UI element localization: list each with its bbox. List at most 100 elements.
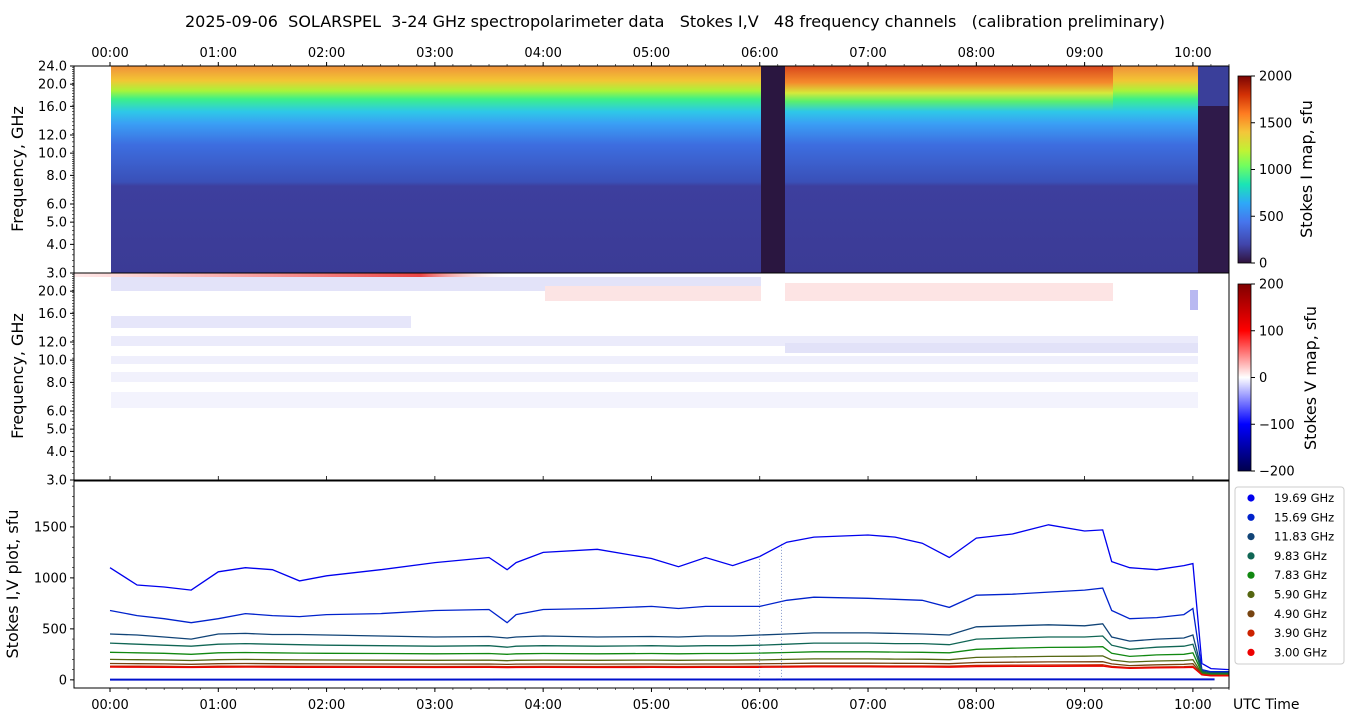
- series-line-15-69GHz: [109, 587, 1229, 673]
- legend-label: 7.83 GHz: [1274, 568, 1327, 582]
- top-x-tick-label: 08:00: [958, 46, 995, 61]
- stokes-v-blue-band-7: [111, 392, 1198, 408]
- top-x-tick-label: 04:00: [524, 46, 561, 61]
- stokes-v-colorbar-label: Stokes V map, sfu: [1301, 306, 1320, 450]
- bottom-x-tick-label: 07:00: [849, 698, 886, 713]
- legend-label: 15.69 GHz: [1274, 510, 1334, 524]
- bottom-x-tick-label: 05:00: [633, 698, 670, 713]
- bottom-x-tick-label: 06:00: [741, 698, 778, 713]
- stokes-v-colorbar-tick-label: 200: [1259, 278, 1284, 293]
- stokes-iv-x-ticks: 00:00 01:00 02:00 03:00 04:00 05:00 06:00 07:00…: [91, 688, 1230, 713]
- bottom-x-tick-label: 08:00: [958, 698, 995, 713]
- stokes-v-y-tick-label: 3.0: [46, 474, 67, 489]
- stokes-i-top-x-ticks: 00:00 01:00 02:00 03:00 04:00 05:00 06:00 07:00…: [91, 46, 1230, 66]
- legend-marker: [1247, 610, 1255, 618]
- stokes-v-colorbar-tick-label: 0: [1259, 371, 1267, 386]
- stokes-i-heatmap-block-1: [111, 66, 761, 273]
- stokes-i-colorbar-tick-label: 1000: [1259, 163, 1292, 178]
- stokes-i-y-tick-label: 10.0: [38, 147, 67, 162]
- legend-marker: [1247, 590, 1255, 599]
- chart-title: 2025-09-06 SOLARSPEL 3-24 GHz spectropol…: [185, 12, 1165, 31]
- legend-marker: [1247, 571, 1255, 579]
- bottom-x-tick-label: 10:00: [1174, 698, 1211, 713]
- series-line-3-00GHz: [109, 665, 1229, 677]
- stokes-v-y-tick-label: 20.0: [38, 285, 67, 300]
- bottom-x-tick-label: 04:00: [524, 698, 561, 713]
- stokes-i-heatmap-block-3: [1113, 66, 1198, 273]
- stokes-v-y-tick-label: 8.0: [46, 376, 67, 391]
- series-line-11-83GHz: [109, 623, 1229, 674]
- stokes-i-data-gap: [761, 66, 785, 273]
- stokes-i-colorbar-tick-label: 1500: [1259, 116, 1292, 131]
- stokes-i-colorbar-ticks: 0 500 1000 1500 2000: [1251, 70, 1292, 272]
- stokes-iv-y-tick-label: 500: [42, 622, 67, 637]
- stokes-v-panel: 3.0 4.0 5.0 6.0 8.0 10.0 12.0 16.0 20.0 Frequenc…: [8, 272, 1320, 489]
- stokes-i-y-ticks: 3.0 4.0 5.0 6.0 8.0 10.0 12.0 16.0 20.0 24.0: [38, 60, 74, 282]
- stokes-v-red-band-2: [785, 283, 1113, 301]
- stokes-i-y-tick-label: 12.0: [38, 129, 67, 144]
- legend-box: [1234, 486, 1345, 665]
- bottom-x-tick-label: 01:00: [200, 698, 237, 713]
- legend-marker: [1247, 494, 1255, 502]
- stokes-i-y-axis-label: Frequency, GHz: [8, 106, 27, 232]
- stokes-iv-x-axis-label: UTC Time: [1233, 697, 1299, 713]
- stokes-i-heatmap-block-2: [785, 66, 1113, 273]
- stokes-v-y-axis-label: Frequency, GHz: [8, 313, 27, 439]
- bottom-x-tick-label: 03:00: [416, 698, 453, 713]
- stokes-v-y-tick-label: 16.0: [38, 307, 67, 322]
- stokes-iv-y-tick-label: 1000: [34, 571, 67, 586]
- stokes-v-blue-band-3: [111, 336, 1198, 346]
- stokes-i-y-tick-label: 8.0: [46, 169, 67, 184]
- stokes-iv-y-ticks: 0 500 1000 1500: [34, 485, 74, 688]
- top-x-tick-label: 07:00: [849, 46, 886, 61]
- top-x-tick-label: 10:00: [1174, 46, 1211, 61]
- top-x-tick-label: 03:00: [416, 46, 453, 61]
- series-line-9-83GHz: [109, 635, 1229, 675]
- stokes-iv-series-group: [109, 524, 1230, 681]
- legend-label: 5.90 GHz: [1274, 588, 1327, 602]
- legend-label: 3.00 GHz: [1274, 645, 1327, 659]
- stokes-v-top-red-band: [74, 273, 1229, 277]
- series-line-5-90GHz: [109, 655, 1229, 676]
- stokes-v-x-ticks: [109, 476, 1194, 480]
- top-x-tick-label: 01:00: [200, 46, 237, 61]
- legend-marker: [1247, 552, 1255, 560]
- stokes-i-y-tick-label: 4.0: [46, 238, 67, 253]
- stokes-i-colorbar-tick-label: 0: [1259, 257, 1267, 272]
- legend-label: 9.83 GHz: [1274, 549, 1327, 563]
- legend-entries: 19.69 GHz 15.69 GHz 11.83 GHz 9.83 GHz 7.83 …: [1247, 491, 1334, 659]
- bottom-x-tick-label: 09:00: [1066, 698, 1103, 713]
- stokes-i-heatmap-block-4-top: [1198, 66, 1229, 106]
- stokes-iv-y-tick-label: 1500: [34, 520, 67, 535]
- stokes-v-colorbar-tick-label: −200: [1259, 465, 1295, 480]
- stokes-i-y-tick-label: 3.0: [46, 267, 67, 282]
- stokes-i-colorbar-tick-label: 500: [1259, 210, 1284, 225]
- legend-label: 19.69 GHz: [1274, 491, 1334, 505]
- stokes-v-red-band-1: [545, 286, 761, 301]
- bottom-x-tick-label: 02:00: [308, 698, 345, 713]
- stokes-v-colorbar: [1237, 283, 1252, 472]
- stokes-i-y-tick-label: 6.0: [46, 198, 67, 213]
- stokes-v-y-tick-label: 4.0: [46, 445, 67, 460]
- top-x-tick-label: 02:00: [308, 46, 345, 61]
- legend-label: 3.90 GHz: [1274, 626, 1327, 640]
- stokes-v-blue-band-4: [785, 343, 1198, 353]
- stokes-i-panel: 3.0 4.0 5.0 6.0 8.0 10.0 12.0 16.0 20.0 24.0 00:0…: [8, 46, 1316, 282]
- top-x-tick-label: 05:00: [633, 46, 670, 61]
- top-x-tick-label: 09:00: [1066, 46, 1103, 61]
- stokes-i-y-tick-label: 20.0: [38, 78, 67, 93]
- stokes-i-y-tick-label: 24.0: [38, 60, 67, 75]
- stokes-iv-y-tick-label: 0: [59, 673, 67, 688]
- stokes-v-blue-band-5: [111, 356, 1198, 364]
- top-x-tick-label: 06:00: [741, 46, 778, 61]
- stokes-i-colorbar-tick-label: 2000: [1259, 70, 1292, 85]
- stokes-i-colorbar: [1237, 75, 1252, 264]
- series-line-4-90GHz: [109, 661, 1229, 676]
- stokes-v-y-tick-label: 12.0: [38, 336, 67, 351]
- stokes-v-blue-band-8: [1190, 290, 1198, 310]
- legend-label: 11.83 GHz: [1274, 530, 1334, 544]
- stokes-v-y-tick-label: 5.0: [46, 423, 67, 438]
- stokes-v-colorbar-tick-label: −100: [1259, 418, 1295, 433]
- stokes-v-y-ticks: 3.0 4.0 5.0 6.0 8.0 10.0 12.0 16.0 20.0: [38, 273, 74, 489]
